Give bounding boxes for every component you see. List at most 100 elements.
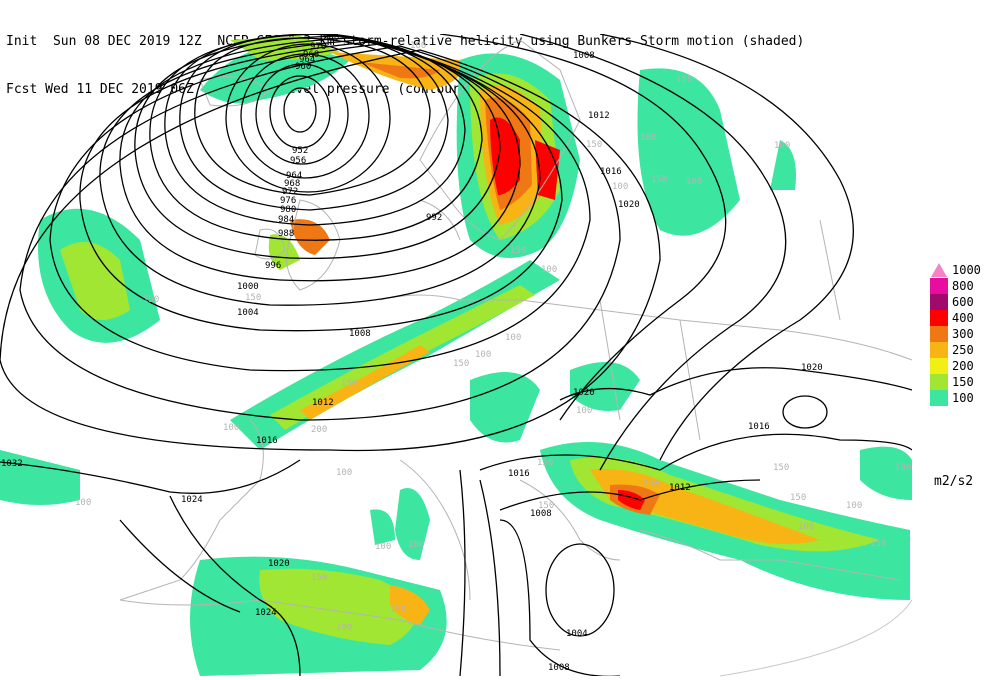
helicity-label: 150 (651, 175, 667, 185)
legend-row: 300 (930, 326, 996, 342)
isobar-label: 1020 (573, 388, 595, 398)
helicity-label: 100 (223, 423, 239, 433)
helicity-label: 100 (846, 501, 862, 511)
isobar-label: 1008 (349, 329, 371, 339)
helicity-label: 100 (410, 41, 426, 51)
helicity-label: 100 (408, 540, 424, 550)
legend-label: 1000 (952, 263, 981, 277)
color-legend: 1000 800 600 400 300 250 200 150 100 (930, 262, 996, 406)
legend-swatch (930, 262, 948, 278)
isobars (0, 34, 912, 676)
helicity-label: 200 (311, 425, 327, 435)
forecast-map: 980 976 968 964 960 952 956 964 968 972 … (0, 34, 912, 680)
helicity-label: 100 (336, 468, 352, 478)
helicity-label: 150 (790, 493, 806, 503)
helicity-label: 150 (586, 140, 602, 150)
isobar-label: 1020 (801, 363, 823, 373)
legend-swatch (930, 294, 948, 310)
helicity-label: 250 (643, 479, 659, 489)
isobar-label: 1024 (181, 495, 203, 505)
coastlines (119, 39, 912, 651)
helicity-label: 100 (774, 141, 790, 151)
map-canvas: 980 976 968 964 960 952 956 964 968 972 … (0, 34, 912, 677)
legend-label: 100 (952, 391, 974, 405)
isobar-label: 1024 (255, 608, 277, 618)
isobar-label: 1008 (530, 509, 552, 519)
isobar-label: 1032 (1, 459, 23, 469)
helicity-label: 150 (870, 539, 886, 549)
legend-label: 150 (952, 375, 974, 389)
isobar-label: 992 (426, 213, 442, 223)
legend-row: 1000 (930, 262, 996, 278)
isobar-label: 960 (295, 62, 311, 72)
isobar-label: 964 (286, 171, 302, 181)
isobar-label: 1004 (566, 629, 588, 639)
helicity-label: 150 (341, 379, 357, 389)
isobar-label: 972 (282, 187, 298, 197)
helicity-label: 150 (510, 246, 526, 256)
helicity-label: 100 (895, 463, 911, 473)
isobar-label: 1000 (237, 282, 259, 292)
isobar-label: 1016 (508, 469, 530, 479)
legend-row: 600 (930, 294, 996, 310)
isobar-label: 968 (303, 50, 319, 60)
isobar-label: 980 (280, 205, 296, 215)
legend-label: 400 (952, 311, 974, 325)
helicity-shading (0, 36, 912, 676)
legend-swatch (930, 374, 948, 390)
isobar-label: 980 (323, 34, 339, 43)
helicity-label: 150 (311, 573, 327, 583)
helicity-label: 150 (245, 293, 261, 303)
helicity-label: 100 (798, 522, 814, 532)
isobar-label: 1016 (600, 167, 622, 177)
isobar-label: 996 (265, 261, 281, 271)
isobar-labels: 980 976 968 964 960 952 956 964 968 972 … (1, 34, 823, 673)
legend-swatch (930, 342, 948, 358)
legend-label: 300 (952, 327, 974, 341)
helicity-label: 150 (537, 458, 553, 468)
legend-units: m2/s2 (934, 474, 974, 489)
legend-swatch (930, 326, 948, 342)
legend-swatch (930, 390, 948, 406)
isobar-label: 1012 (669, 483, 691, 493)
isobar-label: 976 (310, 42, 326, 52)
legend-row: 400 (930, 310, 996, 326)
helicity-label: 150 (453, 359, 469, 369)
helicity-label: 150 (676, 75, 692, 85)
helicity-label: 100 (612, 182, 628, 192)
isobar-label: 1016 (256, 436, 278, 446)
legend-swatch (930, 278, 948, 294)
isobar-label: 1020 (268, 559, 290, 569)
legend-label: 800 (952, 279, 974, 293)
helicity-label: 100 (475, 350, 491, 360)
helicity-label: 100 (375, 542, 391, 552)
isobar-label: 976 (280, 196, 296, 206)
helicity-label: 100 (686, 177, 702, 187)
isobar-label: 1004 (237, 308, 259, 318)
legend-row: 100 (930, 390, 996, 406)
isobar-label: 1012 (312, 398, 334, 408)
helicity-label: 150 (143, 295, 159, 305)
isobar-label: 1016 (748, 422, 770, 432)
helicity-label: 100 (576, 406, 592, 416)
helicity-label: 150 (773, 463, 789, 473)
legend-row: 250 (930, 342, 996, 358)
helicity-label: 100 (541, 265, 557, 275)
legend-label: 200 (952, 359, 974, 373)
isobar-label: 984 (278, 215, 294, 225)
isobar-label: 988 (278, 229, 294, 239)
legend-swatch (930, 310, 948, 326)
legend-row: 800 (930, 278, 996, 294)
isobar-label: 964 (299, 55, 315, 65)
isobar-label: 956 (290, 156, 306, 166)
isobar-label: 1020 (618, 200, 640, 210)
legend-label: 600 (952, 295, 974, 309)
isobar-label: 952 (292, 146, 308, 156)
isobar-label: 1008 (548, 663, 570, 673)
legend-swatch (930, 358, 948, 374)
legend-label: 250 (952, 343, 974, 357)
helicity-labels: 100 150 100 150 100 100 150 100 150 100 … (75, 41, 911, 633)
domain-edge (719, 599, 912, 677)
helicity-label: 100 (505, 333, 521, 343)
isobar-label: 1008 (573, 51, 595, 61)
